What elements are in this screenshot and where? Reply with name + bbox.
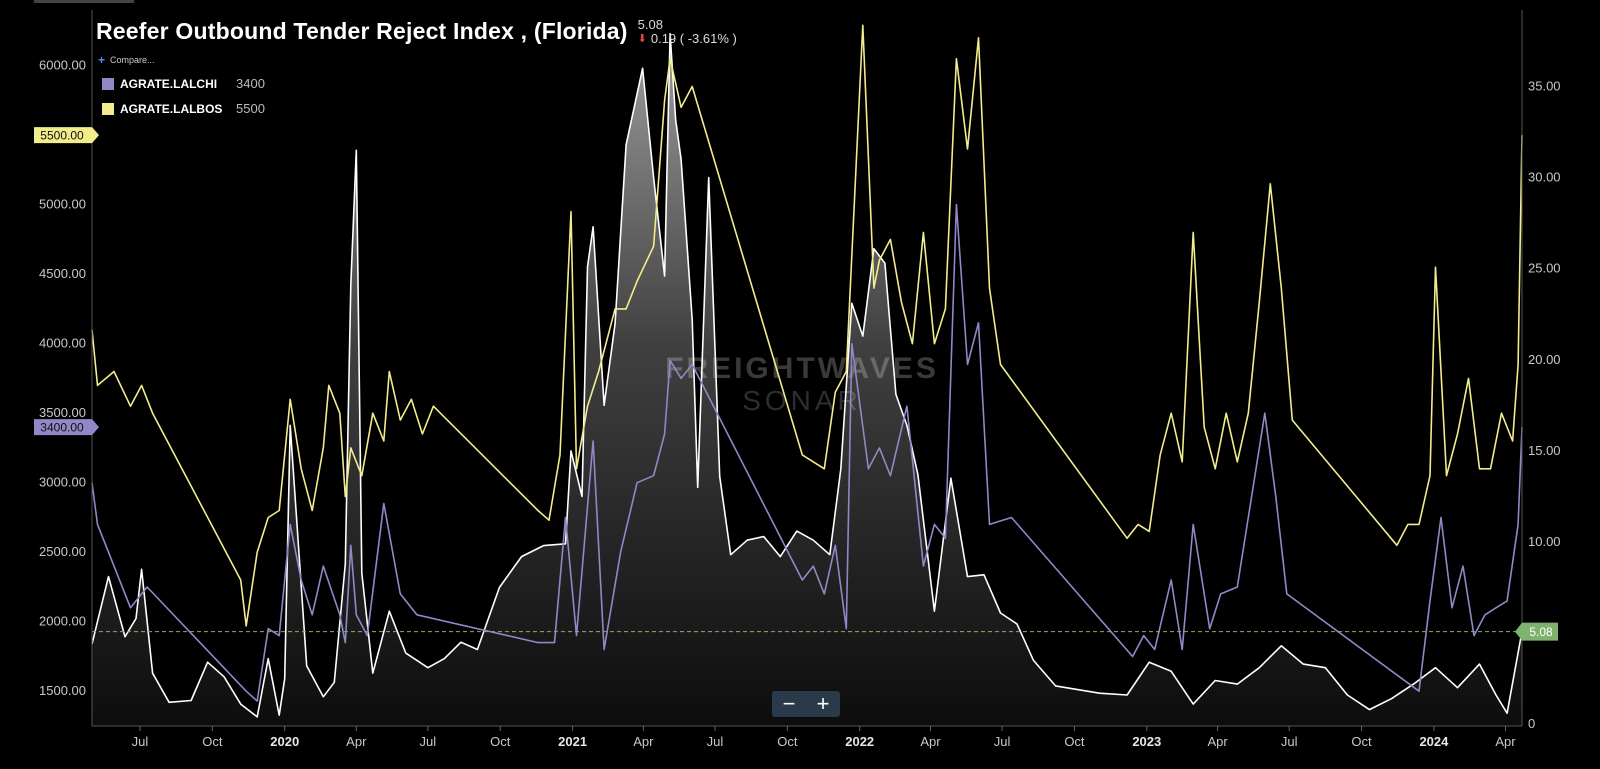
x-tick-label: Jul: [420, 734, 437, 749]
last-value-box: 5.08 ⬇ 0.19 ( -3.61% ): [638, 18, 737, 46]
series-line-florida: [91, 32, 1523, 718]
series-line-lalbos: [91, 24, 1523, 627]
y-left-tick-label: 1500.00: [39, 683, 86, 698]
florida-area-fill: [92, 33, 1522, 726]
x-tick-label: 2024: [1419, 734, 1449, 749]
y-left-tick-label: 2500.00: [39, 544, 86, 559]
top-tab-indicator: [34, 0, 134, 3]
watermark-line-2: SONAR: [742, 385, 862, 416]
down-arrow-icon: ⬇: [637, 33, 647, 45]
x-axis: Jul Oct 2020 Apr Jul Oct 2021 Apr Jul Oct 2022 Apr J…: [132, 726, 1516, 749]
y-right-tick-label: 30.00: [1528, 170, 1561, 185]
y-left-tick-label: 4000.00: [39, 336, 86, 351]
x-tick-label: Jul: [1281, 734, 1298, 749]
x-tick-label: Oct: [1351, 734, 1372, 749]
y-right-tick-label: 35.00: [1528, 79, 1561, 94]
y-right-tick-label: 0: [1528, 716, 1535, 731]
x-tick-label: 2021: [558, 734, 587, 749]
left-axis-marker-label: 5500.00: [40, 129, 84, 143]
x-tick-label: 2020: [270, 734, 299, 749]
left-axis-marker: 3400.00: [34, 419, 99, 436]
x-tick-label: Jul: [707, 734, 724, 749]
chart-title: Reefer Outbound Tender Reject Index , (F…: [96, 18, 628, 44]
right-axis-marker-label: 5.08: [1529, 625, 1553, 639]
legend-item-lalchi[interactable]: AGRATE.LALCHI 3400: [102, 76, 265, 91]
x-tick-label: Oct: [1064, 734, 1085, 749]
x-tick-label: Apr: [346, 734, 367, 749]
y-left-tick-label: 3000.00: [39, 475, 86, 490]
plus-icon: +: [98, 53, 106, 67]
y-left-tick-label: 3500.00: [39, 405, 86, 420]
last-value: 5.08: [637, 17, 663, 32]
x-tick-label: Oct: [490, 734, 511, 749]
zoom-in-button[interactable]: +: [816, 691, 830, 716]
x-tick-label: Jul: [994, 734, 1011, 749]
x-tick-label: Oct: [777, 734, 798, 749]
legend-swatch: [102, 102, 114, 115]
x-tick-label: Oct: [202, 734, 223, 749]
change-text: 0.19 ( -3.61% ): [650, 31, 737, 46]
x-tick-label: Apr: [920, 734, 941, 749]
legend-name: AGRATE.LALCHI: [120, 76, 218, 91]
y-left-tick-label: 4500.00: [39, 266, 86, 281]
right-axis-marker: 5.08: [1515, 622, 1558, 641]
y-left-tick-label: 6000.00: [39, 58, 86, 73]
compare-button[interactable]: + Compare...: [98, 53, 155, 67]
axis-markers: 5500.00 3400.00 5.08: [34, 127, 1558, 641]
y-left-tick-label: 2000.00: [39, 614, 86, 629]
x-tick-label: 2023: [1132, 734, 1161, 749]
legend-swatch: [102, 77, 114, 90]
y-right-tick-label: 15.00: [1528, 443, 1561, 458]
x-tick-label: Jul: [132, 734, 149, 749]
zoom-controls: − +: [772, 691, 840, 717]
left-axis-marker-label: 3400.00: [40, 421, 84, 435]
florida-area: [92, 33, 1522, 726]
legend-value: 3400: [236, 76, 265, 91]
y-right-tick-label: 10.00: [1528, 534, 1561, 549]
legend-item-lalbos[interactable]: AGRATE.LALBOS 5500: [102, 101, 265, 116]
y-right-tick-label: 20.00: [1528, 352, 1561, 367]
y-right-tick-label: 25.00: [1528, 261, 1561, 276]
x-tick-label: Apr: [1495, 734, 1516, 749]
series-lines: [91, 24, 1523, 718]
chart-header: Reefer Outbound Tender Reject Index , (F…: [96, 18, 737, 46]
compare-label: Compare...: [110, 55, 155, 65]
x-tick-label: Apr: [1207, 734, 1228, 749]
change-box: ⬇ 0.19 ( -3.61% ): [638, 32, 737, 46]
x-tick-label: Apr: [633, 734, 654, 749]
series-line-lalchi: [91, 203, 1523, 702]
zoom-out-button[interactable]: −: [782, 691, 796, 716]
legend-value: 5500: [236, 101, 265, 116]
x-tick-label: 2022: [845, 734, 874, 749]
y-left-tick-label: 5000.00: [39, 197, 86, 212]
legend-name: AGRATE.LALBOS: [120, 101, 223, 116]
left-axis-marker: 5500.00: [34, 127, 99, 144]
